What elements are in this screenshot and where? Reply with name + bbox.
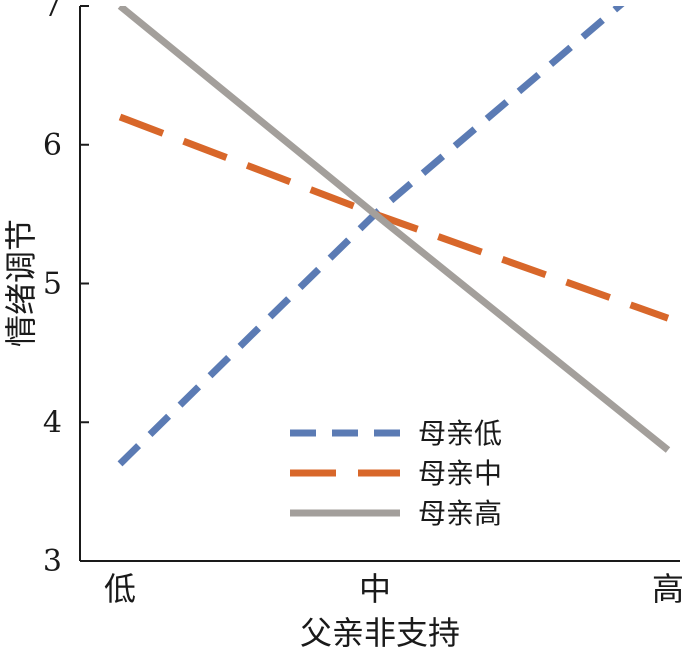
y-tick-label: 5 bbox=[43, 267, 62, 302]
series-line-2 bbox=[118, 113, 670, 322]
y-tick-label: 7 bbox=[43, 0, 62, 24]
y-axis-title: 情绪调节 bbox=[2, 219, 40, 347]
legend-label: 母亲低 bbox=[418, 417, 502, 450]
y-tick-label: 4 bbox=[43, 405, 62, 440]
series-line-3 bbox=[117, 6, 671, 453]
x-tick-label: 低 bbox=[104, 570, 136, 608]
legend-label: 母亲中 bbox=[418, 457, 502, 490]
axes: 3 4 5 6 7 低 中 高 bbox=[43, 0, 684, 608]
y-tick-label: 6 bbox=[43, 128, 62, 163]
y-tick-label: 3 bbox=[43, 544, 62, 579]
x-tick-label: 高 bbox=[652, 570, 684, 608]
x-axis-title: 父亲非支持 bbox=[300, 614, 460, 652]
labels: 父亲非支持 情绪调节 bbox=[2, 219, 460, 652]
legend-label: 母亲高 bbox=[418, 497, 502, 530]
series-layer bbox=[117, 6, 671, 467]
x-tick-label: 中 bbox=[359, 570, 391, 608]
